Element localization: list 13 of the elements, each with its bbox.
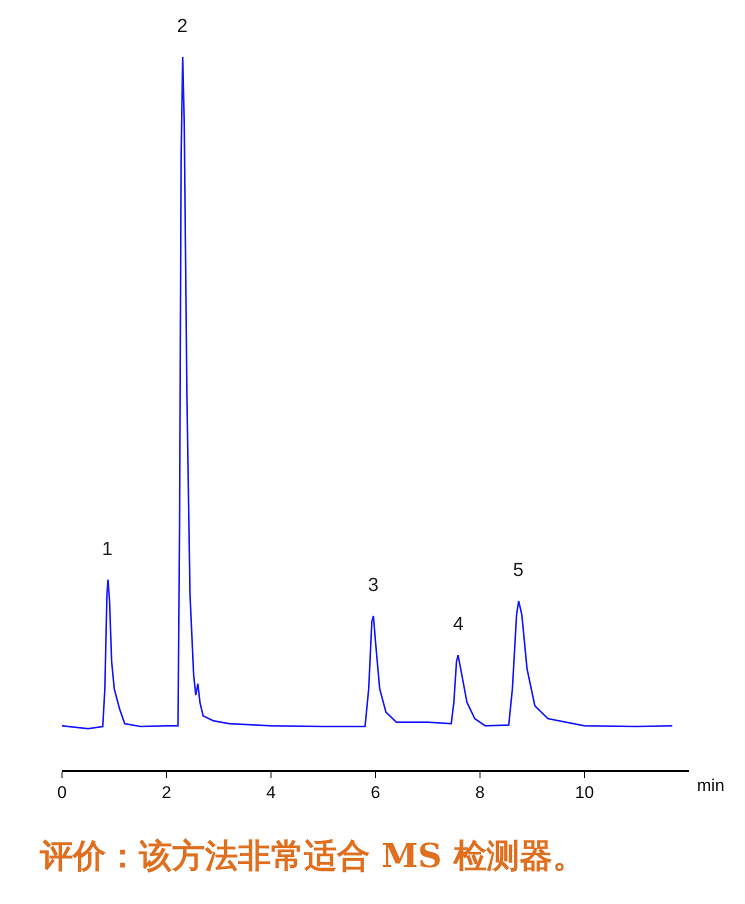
x-tick-label: 6	[370, 783, 380, 802]
annotation: 1	[102, 539, 113, 560]
x-tick-label: 10	[575, 783, 594, 802]
annotation: 5	[513, 560, 524, 581]
annotation: 2	[177, 16, 188, 37]
annotation: 3	[368, 575, 379, 596]
x-tick-label: 0	[57, 783, 67, 802]
text: 评价：该方法非常适合 MS 检测器。	[39, 836, 586, 875]
x-axis-title: min	[697, 776, 724, 795]
x-tick-label: 4	[266, 783, 276, 802]
x-tick-label: 8	[475, 783, 485, 802]
x-tick-label: 2	[162, 783, 172, 802]
annotation: 4	[453, 614, 464, 635]
